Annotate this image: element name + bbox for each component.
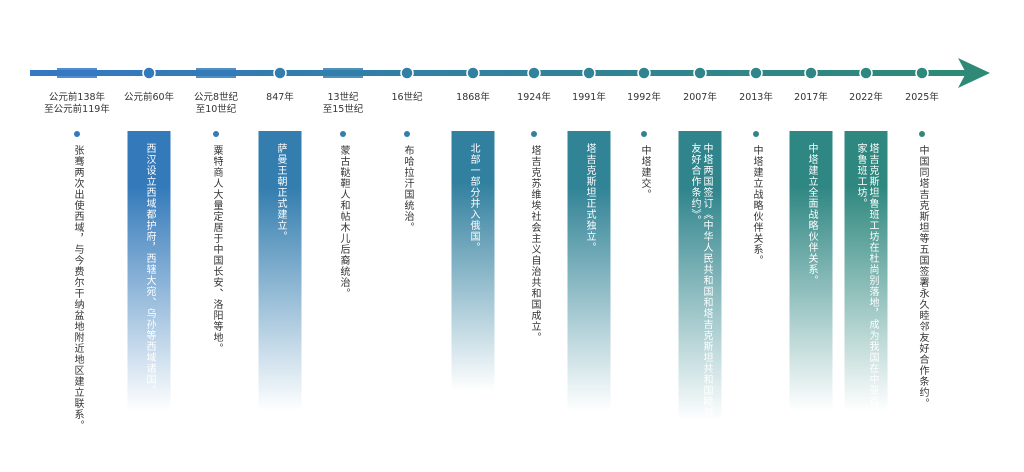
event-dot — [340, 131, 346, 137]
event-description: 中塔建立战略伙伴关系。 — [751, 145, 762, 266]
event-entry: 塔吉克苏维埃社会主义自治共和国成立。 — [528, 131, 540, 343]
event-description: 中塔建立全面战略伙伴关系。 — [806, 143, 817, 286]
event-card: 西汉设立西域都护府，西辖大宛、乌孙等西域诸国。 — [127, 131, 171, 411]
event-dot — [213, 131, 219, 137]
event-entry: 中塔两国签订《中华人民共和国和塔吉克斯坦共和国睦邻友好合作条约》。 — [678, 131, 722, 421]
event-description: 萨曼王朝正式建立。 — [275, 143, 286, 242]
event-dot — [404, 131, 410, 137]
axis-node — [637, 66, 651, 80]
axis-node — [400, 66, 414, 80]
axis-segment — [196, 68, 236, 78]
event-description: 西汉设立西域都护府，西辖大宛、乌孙等西域诸国。 — [144, 143, 155, 396]
event-description: 张骞两次出使西域，与今费尔干纳盆地附近地区建立联系。 — [72, 145, 83, 431]
event-date: 2007年 — [683, 92, 717, 103]
axis-node — [859, 66, 873, 80]
event-date: 1992年 — [627, 92, 661, 103]
event-entry: 北部一部分并入俄国。 — [451, 131, 495, 391]
event-date: 1991年 — [572, 92, 606, 103]
event-entry: 萨曼王朝正式建立。 — [258, 131, 302, 411]
arrow-head-icon — [958, 58, 990, 88]
axis-node — [527, 66, 541, 80]
event-entry: 西汉设立西域都护府，西辖大宛、乌孙等西域诸国。 — [127, 131, 171, 411]
event-entry: 中塔建交。 — [638, 131, 650, 200]
event-card: 塔吉克斯坦正式独立。 — [567, 131, 611, 411]
axis-line — [30, 70, 970, 76]
event-description: 粟特商人大量定居于中国长安、洛阳等地。 — [211, 145, 222, 354]
event-entry: 布哈拉汗国统治。 — [401, 131, 413, 233]
axis-segment — [323, 68, 363, 78]
event-entry: 粟特商人大量定居于中国长安、洛阳等地。 — [210, 131, 222, 354]
event-card: 中塔两国签订《中华人民共和国和塔吉克斯坦共和国睦邻友好合作条约》。 — [678, 131, 722, 421]
event-dot — [753, 131, 759, 137]
event-date: 2013年 — [739, 92, 773, 103]
axis-node — [582, 66, 596, 80]
event-dot — [919, 131, 925, 137]
event-card: 萨曼王朝正式建立。 — [258, 131, 302, 411]
event-date: 公元前60年 — [123, 92, 175, 103]
axis-node — [749, 66, 763, 80]
axis-node — [915, 66, 929, 80]
event-card: 中塔建立全面战略伙伴关系。 — [789, 131, 833, 411]
event-date: 1868年 — [456, 92, 490, 103]
event-dot — [531, 131, 537, 137]
event-description: 塔吉克斯坦正式独立。 — [584, 143, 595, 253]
event-description: 中国同塔吉克斯坦等五国签署永久睦邻友好合作条约。 — [917, 145, 928, 409]
event-entry: 中塔建立战略伙伴关系。 — [750, 131, 762, 266]
axis-node — [142, 66, 156, 80]
axis-node — [693, 66, 707, 80]
axis-node — [273, 66, 287, 80]
axis-node — [466, 66, 480, 80]
event-description: 布哈拉汗国统治。 — [402, 145, 413, 233]
event-date: 13世纪 至15世纪 — [322, 92, 364, 115]
event-date: 847年 — [266, 92, 294, 103]
event-date: 2022年 — [849, 92, 883, 103]
event-date: 公元8世纪 至10世纪 — [193, 92, 239, 115]
event-entry: 中国同塔吉克斯坦等五国签署永久睦邻友好合作条约。 — [916, 131, 928, 409]
event-card: 塔吉克斯坦鲁班工坊在杜尚别落地，成为我国在中亚首家鲁班工坊。 — [844, 131, 888, 411]
event-entry: 中塔建立全面战略伙伴关系。 — [789, 131, 833, 411]
event-dot — [74, 131, 80, 137]
axis-node — [804, 66, 818, 80]
event-description: 塔吉克斯坦鲁班工坊在杜尚别落地，成为我国在中亚首家鲁班工坊。 — [855, 143, 878, 407]
event-entry: 塔吉克斯坦鲁班工坊在杜尚别落地，成为我国在中亚首家鲁班工坊。 — [844, 131, 888, 411]
event-description: 塔吉克苏维埃社会主义自治共和国成立。 — [529, 145, 540, 343]
event-date: 2017年 — [794, 92, 828, 103]
event-description: 蒙古鞑靼人和帖木儿后裔统治。 — [338, 145, 349, 299]
event-entry: 蒙古鞑靼人和帖木儿后裔统治。 — [337, 131, 349, 299]
event-date: 16世纪 — [391, 92, 423, 103]
event-description: 中塔两国签订《中华人民共和国和塔吉克斯坦共和国睦邻友好合作条约》。 — [689, 143, 712, 418]
event-date: 1924年 — [517, 92, 551, 103]
event-date: 2025年 — [905, 92, 939, 103]
event-entry: 塔吉克斯坦正式独立。 — [567, 131, 611, 411]
event-date: 公元前138年 至公元前119年 — [44, 92, 110, 115]
event-dot — [641, 131, 647, 137]
event-entry: 张骞两次出使西域，与今费尔干纳盆地附近地区建立联系。 — [71, 131, 83, 431]
event-description: 中塔建交。 — [639, 145, 650, 200]
axis-segment — [57, 68, 97, 78]
event-description: 北部一部分并入俄国。 — [468, 143, 479, 253]
event-card: 北部一部分并入俄国。 — [451, 131, 495, 391]
